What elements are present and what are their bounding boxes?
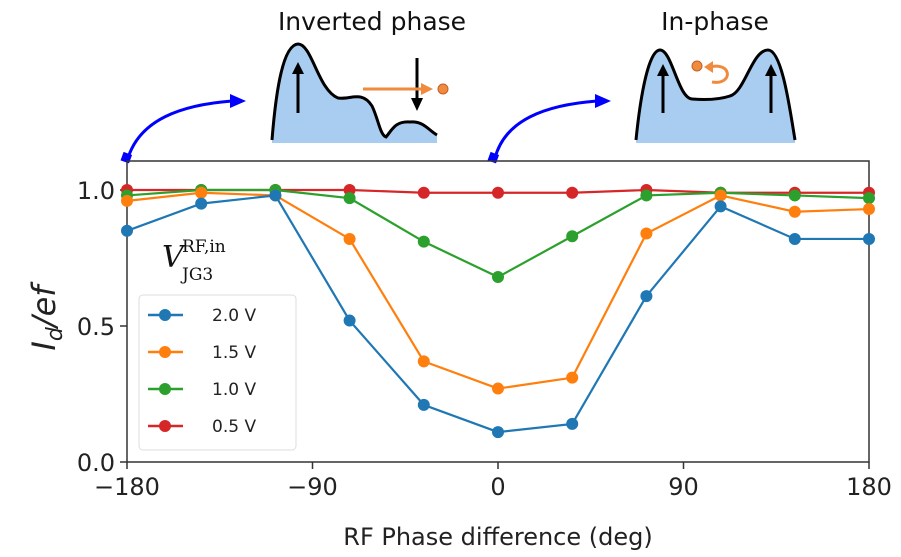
y-tick-label: 0.5 [77,313,115,341]
data-point [417,186,430,199]
x-tick-label: −90 [287,473,338,501]
data-point [566,371,579,384]
legend-title: V [162,240,187,275]
data-series [121,184,875,439]
potential-curve-icon [634,48,797,141]
data-point [714,200,727,213]
y-tick-label: 0.0 [77,449,115,477]
data-point [714,189,727,202]
annotation-inverted-phase: Inverted phase [278,7,466,36]
series-05V [121,184,875,199]
y-tick-label: 1.0 [77,177,115,205]
right-arrow-icon [421,83,433,95]
data-point [640,227,653,240]
data-point [417,398,430,411]
data-point [788,232,801,245]
data-point [121,194,133,207]
x-tick-label: −180 [94,473,160,501]
data-point [863,203,875,216]
legend-box [138,294,297,451]
data-point [121,224,133,237]
legend-title-superscript: RF,in [182,237,226,257]
inverted-phase-illustration: Inverted phase [270,7,466,143]
in-phase-illustration: In-phase [634,7,797,143]
down-arrow-icon [411,98,423,111]
up-arrow-icon [657,64,669,76]
data-point [863,232,875,245]
legend-label: 1.0 V [212,380,256,400]
legend-marker [159,346,171,358]
data-point [343,232,356,245]
return-arrow-icon [709,64,729,84]
legend-label: 2.0 V [212,306,256,326]
data-point [417,235,430,248]
data-point [492,382,504,395]
data-point [195,197,208,210]
data-point [788,205,801,218]
data-point [195,186,208,199]
electron-icon [437,83,449,95]
y-axis-label: Id/ef [25,281,68,351]
data-point [492,271,504,284]
data-point [640,189,653,202]
up-arrow-icon [292,62,304,74]
series-20V [121,189,875,439]
series-10V [121,184,875,284]
data-point [788,189,801,202]
data-point [492,426,504,439]
electron-icon [691,60,703,72]
pointer-arrow-icon [493,99,598,159]
data-point [566,417,579,430]
x-tick-label: 0 [490,473,505,501]
up-arrow-icon [765,64,777,76]
potential-curve-icon [270,42,438,141]
pointer-arrow-icon [126,99,233,159]
legend-marker [159,420,171,432]
data-point [417,355,430,368]
x-tick-label: 180 [846,473,892,501]
legend-label: 0.5 V [212,417,256,437]
data-point [640,290,653,303]
data-point [343,192,356,205]
annotation-in-phase: In-phase [661,7,769,36]
axes: −180 −90 0 90 180 0.0 0.5 1.0 [77,160,892,501]
data-point [343,314,356,327]
data-point [566,230,579,243]
legend-marker [159,309,171,321]
pointer-arrows [120,94,611,164]
legend-title-subscript: JG3 [180,265,213,285]
data-point [269,189,282,202]
data-point [863,192,875,205]
x-axis-label: RF Phase difference (deg) [343,523,652,551]
legend-marker [159,383,171,395]
data-point [492,186,504,199]
legend-label: 1.5 V [212,343,256,363]
x-tick-label: 90 [668,473,699,501]
data-point [566,186,579,199]
legend: V RF,in JG3 2.0 V 1.5 V 1.0 V 0.5 V [138,237,297,451]
